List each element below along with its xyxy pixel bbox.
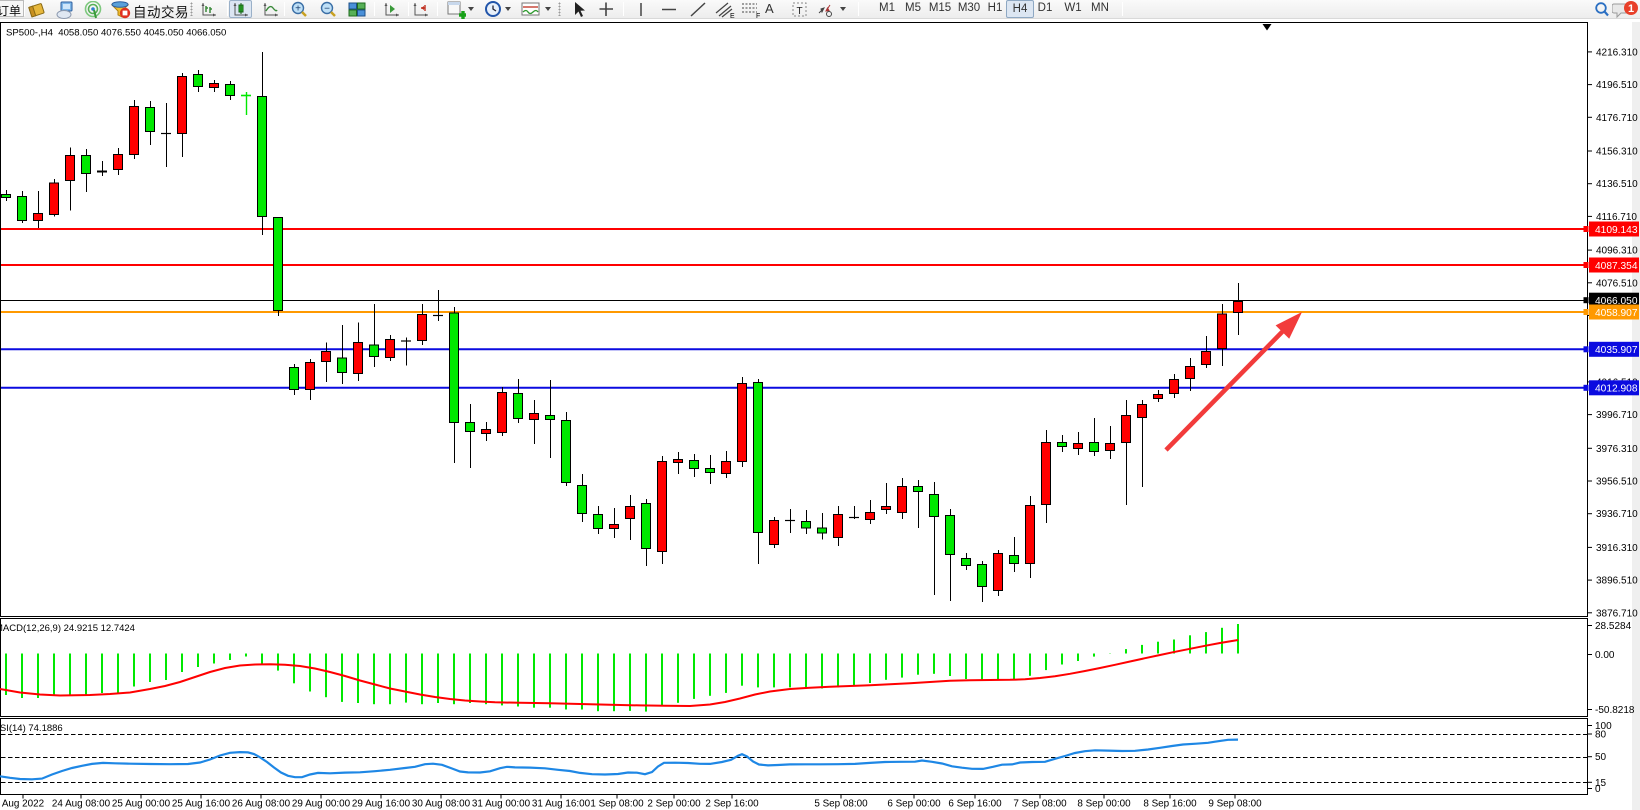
- svg-text:31 Aug 00:00: 31 Aug 00:00: [472, 799, 531, 810]
- svg-text:4216.310: 4216.310: [1596, 47, 1638, 58]
- svg-text:-50.8218: -50.8218: [1595, 705, 1635, 716]
- svg-text:30 Aug 08:00: 30 Aug 08:00: [412, 799, 471, 810]
- svg-text:2 Sep 00:00: 2 Sep 00:00: [647, 799, 701, 810]
- svg-text:8 Sep 16:00: 8 Sep 16:00: [1143, 799, 1197, 810]
- svg-text:5 Sep 08:00: 5 Sep 08:00: [814, 799, 868, 810]
- svg-text:3996.710: 3996.710: [1596, 410, 1638, 421]
- svg-text:4109.143: 4109.143: [1595, 225, 1638, 236]
- svg-text:4136.510: 4136.510: [1596, 179, 1638, 190]
- svg-text:3916.310: 3916.310: [1596, 543, 1638, 554]
- svg-text:4156.310: 4156.310: [1596, 147, 1638, 158]
- svg-text:MACD(12,26,9) 24.9215 12.7424: MACD(12,26,9) 24.9215 12.7424: [0, 623, 135, 634]
- svg-text:0: 0: [1595, 784, 1601, 795]
- svg-text:4035.907: 4035.907: [1595, 345, 1638, 356]
- svg-text:100: 100: [1595, 721, 1612, 732]
- svg-text:Aug 2022: Aug 2022: [2, 799, 44, 810]
- svg-text:4012.908: 4012.908: [1595, 384, 1638, 395]
- svg-text:1: 1: [1628, 3, 1634, 15]
- svg-text:+: +: [295, 4, 301, 15]
- svg-text:26 Aug 08:00: 26 Aug 08:00: [232, 799, 291, 810]
- svg-text:4076.510: 4076.510: [1596, 278, 1638, 289]
- svg-text:8 Sep 00:00: 8 Sep 00:00: [1077, 799, 1131, 810]
- svg-text:3936.710: 3936.710: [1596, 509, 1638, 520]
- svg-text:4096.310: 4096.310: [1596, 246, 1638, 257]
- svg-text:SP500-,H4 4058.050 4076.550 4: SP500-,H4 4058.050 4076.550 4045.050 406…: [6, 28, 226, 39]
- svg-text:28.5284: 28.5284: [1595, 621, 1632, 632]
- svg-text:0.00: 0.00: [1595, 650, 1615, 661]
- svg-text:2 Sep 16:00: 2 Sep 16:00: [705, 799, 759, 810]
- svg-text:6 Sep 16:00: 6 Sep 16:00: [948, 799, 1002, 810]
- svg-text:3876.710: 3876.710: [1596, 608, 1638, 619]
- svg-text:4176.710: 4176.710: [1596, 113, 1638, 124]
- svg-text:RSI(14) 74.1886: RSI(14) 74.1886: [0, 723, 63, 734]
- svg-text:F: F: [756, 13, 760, 19]
- svg-text:6 Sep 00:00: 6 Sep 00:00: [887, 799, 941, 810]
- svg-text:1 Sep 08:00: 1 Sep 08:00: [590, 799, 644, 810]
- svg-text:15: 15: [1595, 778, 1607, 789]
- svg-text:31 Aug 16:00: 31 Aug 16:00: [532, 799, 591, 810]
- svg-text:24 Aug 08:00: 24 Aug 08:00: [52, 799, 111, 810]
- svg-text:3956.510: 3956.510: [1596, 477, 1638, 488]
- svg-text:3976.310: 3976.310: [1596, 444, 1638, 455]
- svg-text:4087.354: 4087.354: [1595, 261, 1638, 272]
- svg-text:4066.050: 4066.050: [1595, 296, 1638, 307]
- svg-text:3896.510: 3896.510: [1596, 576, 1638, 587]
- svg-text:80: 80: [1595, 730, 1607, 741]
- svg-text:25 Aug 16:00: 25 Aug 16:00: [172, 799, 231, 810]
- svg-text:29 Aug 00:00: 29 Aug 00:00: [292, 799, 351, 810]
- svg-text:25 Aug 00:00: 25 Aug 00:00: [112, 799, 171, 810]
- svg-text:9 Sep 08:00: 9 Sep 08:00: [1208, 799, 1262, 810]
- svg-text:−: −: [324, 4, 330, 15]
- svg-text:29 Aug 16:00: 29 Aug 16:00: [352, 799, 411, 810]
- svg-text:4058.907: 4058.907: [1595, 308, 1638, 319]
- svg-text:4196.510: 4196.510: [1596, 80, 1638, 91]
- svg-text:4116.710: 4116.710: [1596, 212, 1637, 223]
- svg-text:E: E: [730, 13, 735, 19]
- svg-text:T: T: [796, 6, 802, 17]
- svg-text:50: 50: [1595, 752, 1607, 763]
- svg-text:7 Sep 08:00: 7 Sep 08:00: [1013, 799, 1067, 810]
